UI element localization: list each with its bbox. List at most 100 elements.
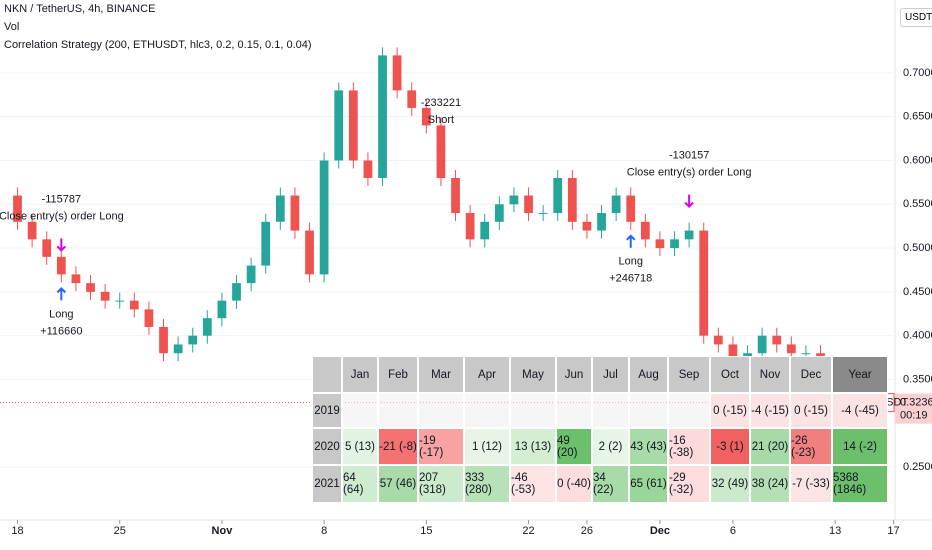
column-header: Sep	[668, 356, 710, 393]
table-cell: 14 (-2)	[832, 428, 888, 465]
candle	[684, 230, 694, 240]
annotation: Short	[428, 114, 454, 126]
candle	[115, 300, 125, 302]
candle	[86, 283, 95, 292]
annotation-arrow	[56, 286, 67, 301]
candle	[129, 300, 139, 310]
candle	[392, 55, 402, 91]
column-header: Mar	[418, 356, 464, 393]
candle	[567, 178, 577, 222]
x-tick-label: 17	[887, 525, 899, 537]
table-cell: 0 (-40)	[556, 465, 592, 503]
table-cell	[378, 393, 418, 428]
table-cell	[342, 393, 378, 428]
candle	[801, 353, 811, 355]
candle	[713, 335, 723, 345]
x-tick-label: 22	[522, 525, 534, 537]
candle	[407, 90, 417, 108]
candle	[757, 335, 767, 354]
candle	[538, 213, 548, 215]
row-header: 2021	[312, 465, 342, 503]
candle	[611, 195, 621, 214]
column-header: Dec	[790, 356, 832, 393]
currency-button[interactable]: USDT	[900, 8, 932, 27]
table-cell: -4 (-45)	[832, 393, 888, 428]
candle	[348, 90, 358, 161]
column-header: Jul	[592, 356, 629, 393]
x-tick-label: 25	[114, 525, 126, 537]
column-header: Nov	[750, 356, 790, 393]
table-cell	[464, 393, 510, 428]
candle	[334, 90, 344, 161]
table-cell: -3 (1)	[710, 428, 750, 465]
table-cell: 43 (43)	[629, 428, 668, 465]
annotation-arrow	[626, 234, 636, 248]
candle	[305, 230, 314, 275]
table-cell: -29 (-32)	[668, 465, 710, 503]
column-header: Apr	[464, 356, 510, 393]
row-header: 2020	[312, 428, 342, 465]
candle	[670, 239, 679, 249]
candle	[290, 195, 300, 231]
table-cell: 5 (13)	[342, 428, 378, 465]
table-cell: 34 (22)	[592, 465, 629, 503]
table-cell	[629, 393, 668, 428]
table-cell: -19 (-17)	[418, 428, 464, 465]
table-cell: 207 (318)	[418, 465, 464, 503]
column-header: May	[510, 356, 556, 393]
x-tick-label: 15	[420, 525, 432, 537]
candle	[480, 221, 490, 240]
table-cell	[556, 393, 592, 428]
candle	[42, 239, 52, 257]
table-cell	[668, 393, 710, 428]
annotation: Close entry(s) order Long	[627, 166, 752, 178]
last-price-box	[895, 393, 932, 424]
x-tick-label: Nov	[212, 525, 234, 537]
column-header: Oct	[710, 356, 750, 393]
symbol: NKN / TetherUS, 4h, BINANCE	[4, 3, 156, 15]
candle	[524, 195, 533, 214]
candle	[582, 221, 592, 231]
last-price-label: 0.3236	[900, 397, 932, 409]
candle	[246, 265, 256, 284]
annotation-arrow	[56, 238, 67, 252]
candle	[465, 213, 475, 240]
annotation: +246718	[609, 273, 652, 285]
annotation-arrow	[436, 142, 446, 156]
table-cell	[510, 393, 556, 428]
table-cell: -16 (-38)	[668, 428, 710, 465]
candle	[202, 318, 212, 336]
table-cell: 57 (46)	[378, 465, 418, 503]
candle	[494, 204, 504, 222]
table-cell: -4 (-15)	[750, 393, 790, 428]
x-tick-label: Dec	[650, 525, 670, 537]
table-cell: -7 (-33)	[790, 465, 832, 503]
column-header: Year	[832, 356, 888, 393]
table-cell: 1 (12)	[464, 428, 510, 465]
vol: Vol	[4, 21, 20, 33]
header-corner	[312, 356, 342, 393]
candle	[100, 291, 110, 301]
annotation: -115787	[42, 193, 82, 205]
column-header: Jun	[556, 356, 592, 393]
table-cell: 65 (61)	[629, 465, 668, 503]
candle	[421, 107, 431, 126]
table-cell: 5368 (1846)	[832, 465, 888, 503]
candle	[217, 300, 227, 319]
annotation-arrow	[684, 194, 694, 208]
candle	[363, 160, 373, 179]
candle	[159, 326, 168, 354]
column-header: Jan	[342, 356, 378, 393]
candle	[232, 283, 241, 301]
annotation: -130157	[669, 149, 709, 161]
candle	[655, 239, 665, 249]
y-tick-label: 0.7000	[903, 67, 932, 79]
table-cell: -26 (-23)	[790, 428, 832, 465]
candle	[188, 335, 198, 345]
